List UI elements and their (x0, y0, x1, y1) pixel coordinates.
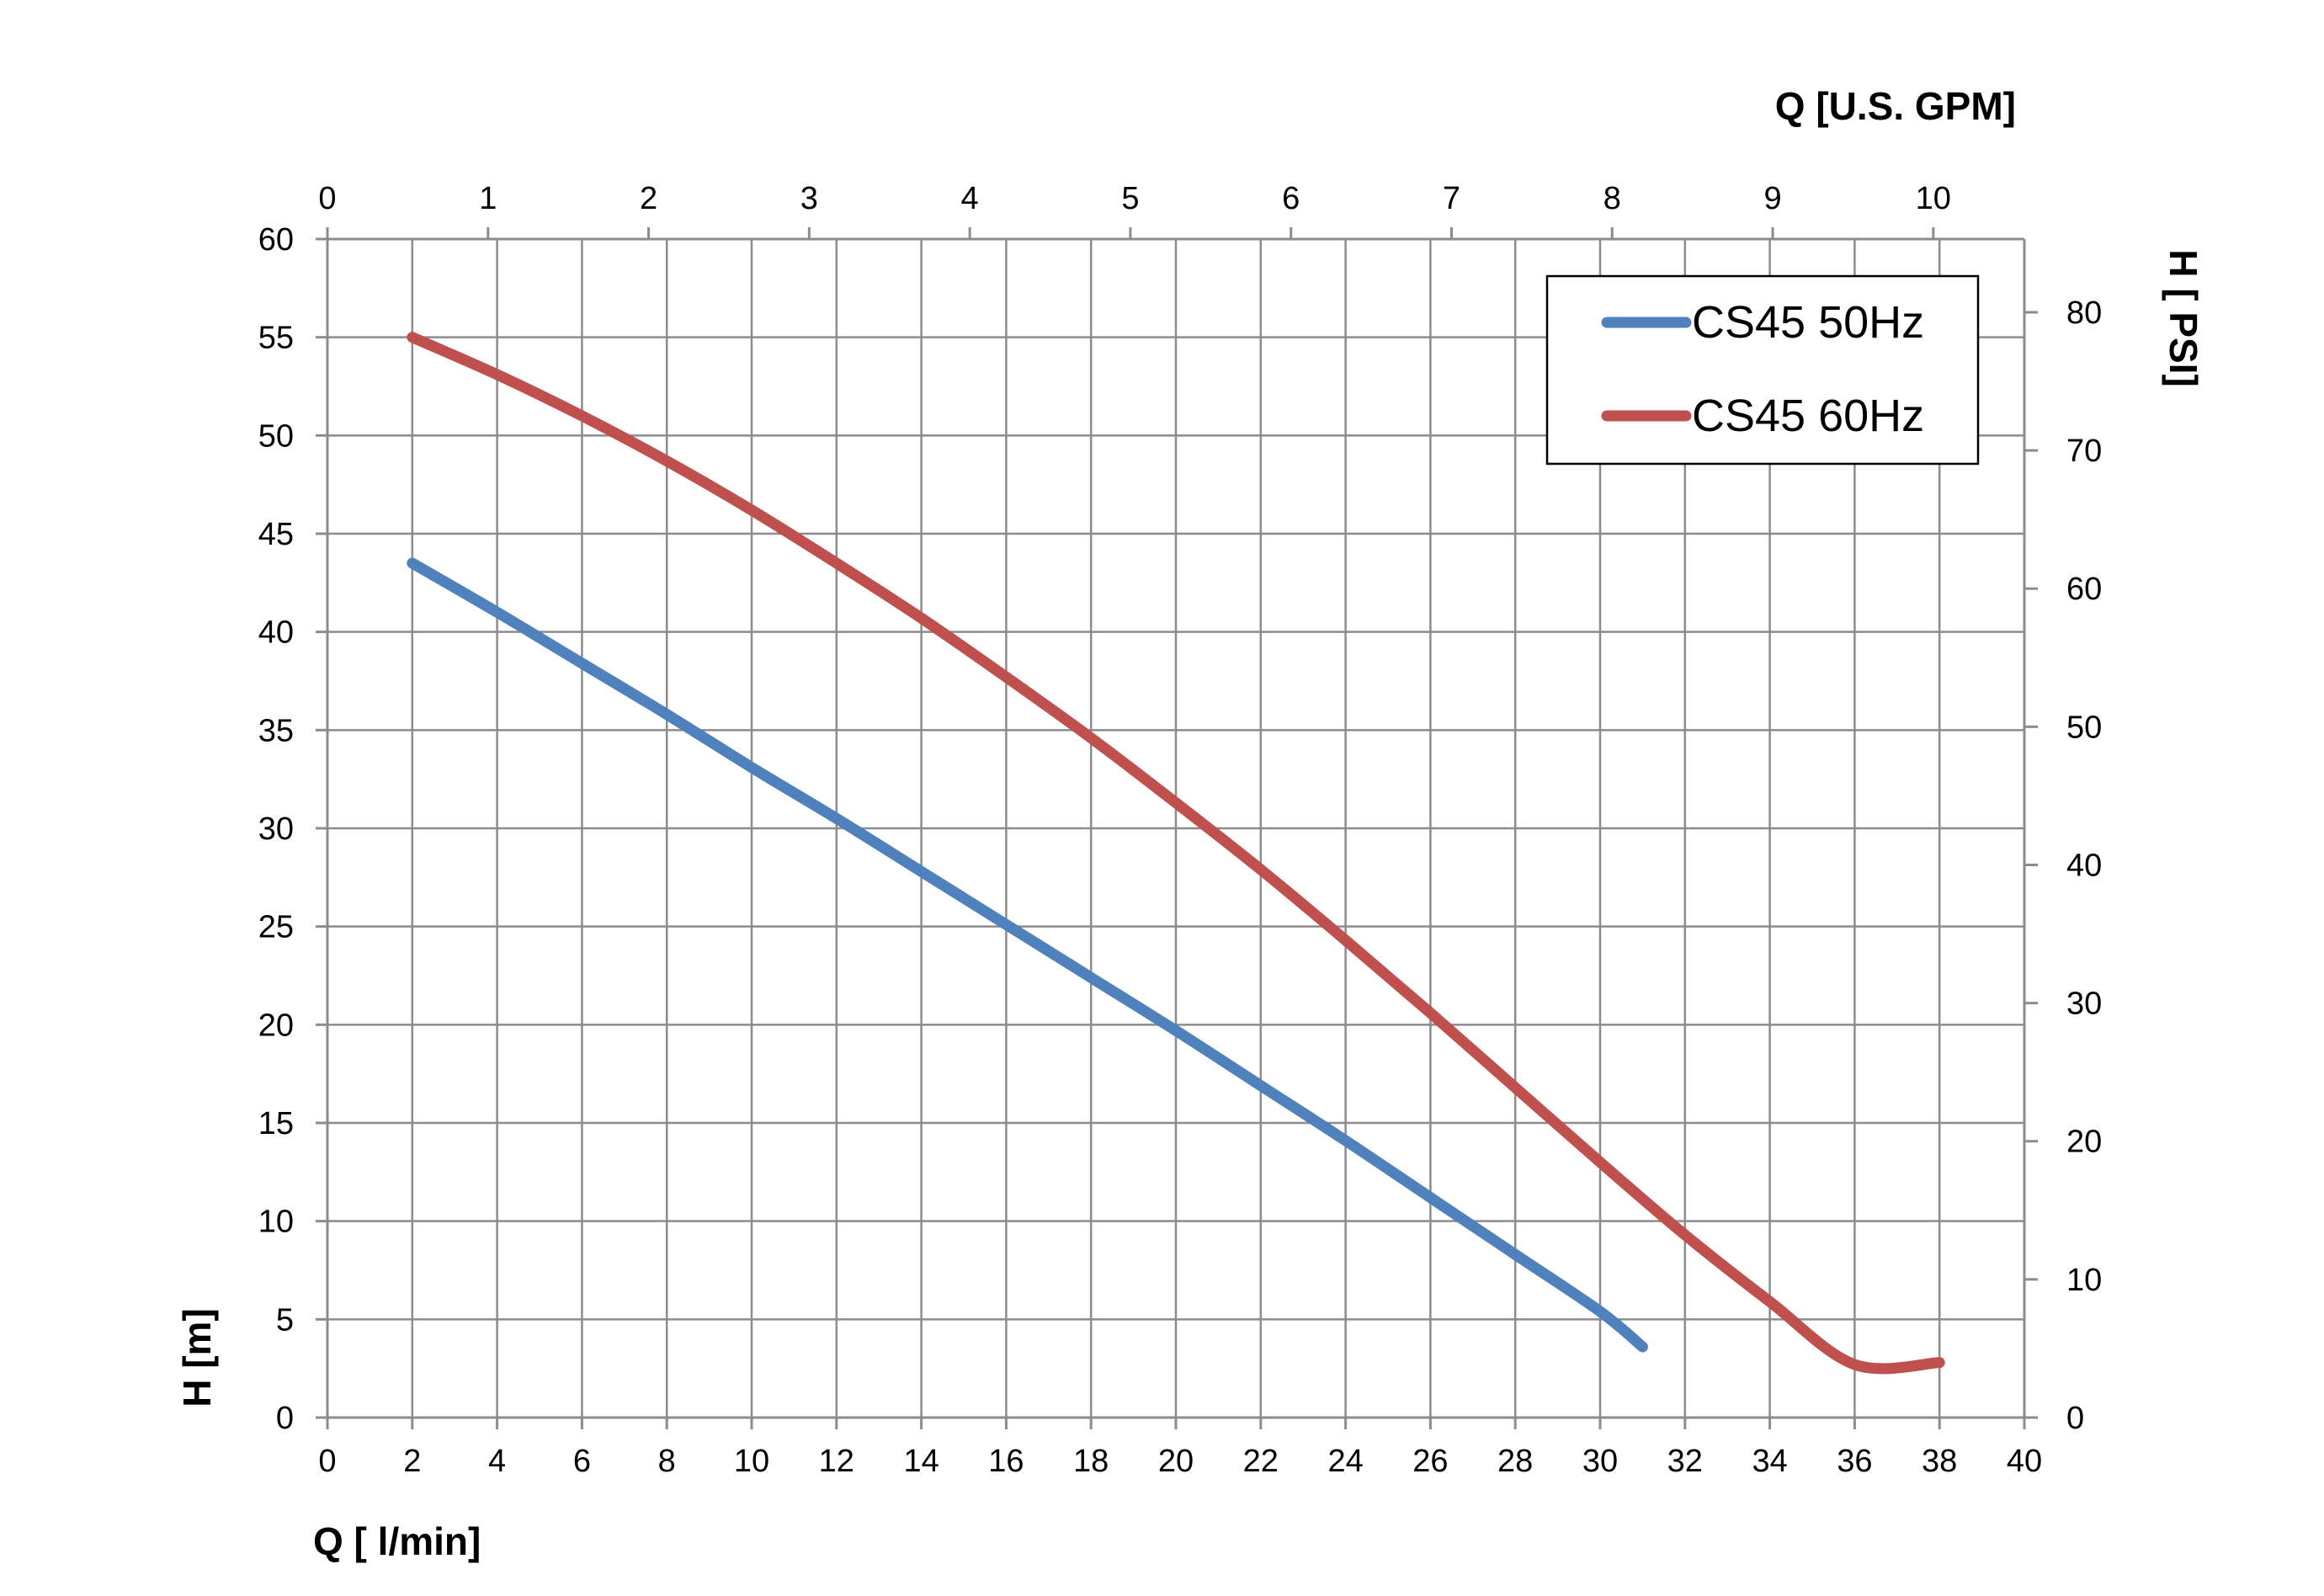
top-tick-label: 4 (961, 181, 979, 216)
left-tick-label: 5 (276, 1302, 294, 1338)
right-tick-label: 20 (2066, 1125, 2102, 1160)
top-tick-label: 9 (1763, 181, 1781, 216)
series-lines (407, 332, 1945, 1375)
axes (316, 237, 2026, 1429)
right-tick-label: 0 (2066, 1401, 2084, 1436)
right-tick-label: 70 (2066, 434, 2102, 469)
y-axis-title-right: H [ PSI] (2162, 249, 2205, 387)
x-axis-title-top: Q [U.S. GPM] (1775, 84, 2016, 128)
bottom-tick-label: 14 (903, 1444, 939, 1479)
top-tick-label: 3 (800, 181, 818, 216)
top-tick-label: 6 (1282, 181, 1300, 216)
right-tick-label: 50 (2066, 710, 2102, 745)
right-tick-label: 80 (2066, 295, 2102, 331)
top-tick-label: 2 (640, 181, 657, 216)
y-axis-title-left: H [m] (175, 1308, 219, 1407)
left-tick-label: 15 (258, 1106, 294, 1141)
legend-label-cs45-60hz: CS45 60Hz (1692, 391, 1924, 441)
right-tick-label: 40 (2066, 848, 2102, 883)
bottom-tick-label: 32 (1667, 1444, 1703, 1479)
top-tick-label: 7 (1443, 181, 1460, 216)
bottom-tick-label: 30 (1582, 1444, 1618, 1479)
series-line-cs45-50hz (407, 557, 1648, 1353)
left-tick-label: 50 (258, 418, 294, 454)
bottom-tick-label: 12 (819, 1444, 854, 1479)
series-line-cs45-60hz (407, 332, 1945, 1375)
bottom-tick-label: 24 (1327, 1444, 1363, 1479)
bottom-tick-label: 40 (2007, 1444, 2042, 1479)
top-tick-label: 0 (318, 181, 336, 216)
bottom-tick-label: 10 (734, 1444, 769, 1479)
bottom-tick-label: 16 (988, 1444, 1024, 1479)
left-axis-ticks: 0 5 10 15 20 25 30 35 40 45 50 55 60 (258, 222, 327, 1436)
left-tick-label: 60 (258, 222, 294, 258)
left-tick-label: 20 (258, 1008, 294, 1043)
bottom-tick-label: 0 (318, 1444, 336, 1479)
bottom-tick-label: 4 (488, 1444, 506, 1479)
left-tick-label: 45 (258, 517, 294, 552)
right-tick-label: 10 (2066, 1263, 2102, 1298)
right-tick-label: 30 (2066, 987, 2102, 1022)
bottom-tick-label: 28 (1497, 1444, 1533, 1479)
right-tick-label: 60 (2066, 572, 2102, 607)
top-tick-label: 8 (1603, 181, 1621, 216)
legend: CS45 50Hz CS45 60Hz (1545, 274, 1980, 466)
bottom-tick-label: 6 (573, 1444, 591, 1479)
right-axis-ticks: 0 10 20 30 40 50 60 70 80 (2024, 295, 2102, 1436)
grid (326, 237, 2026, 1419)
left-tick-label: 25 (258, 910, 294, 945)
left-tick-label: 55 (258, 321, 294, 356)
bottom-tick-label: 26 (1412, 1444, 1448, 1479)
bottom-tick-label: 18 (1073, 1444, 1109, 1479)
left-tick-label: 35 (258, 713, 294, 748)
bottom-tick-label: 8 (658, 1444, 676, 1479)
left-tick-label: 30 (258, 811, 294, 847)
bottom-tick-label: 38 (1922, 1444, 1957, 1479)
left-tick-label: 10 (258, 1205, 294, 1240)
left-tick-label: 0 (276, 1401, 294, 1436)
legend-box (1545, 274, 1980, 466)
bottom-tick-label: 2 (403, 1444, 421, 1479)
top-tick-label: 5 (1121, 181, 1139, 216)
bottom-tick-label: 34 (1752, 1444, 1787, 1479)
bottom-tick-label: 22 (1243, 1444, 1279, 1479)
top-tick-label: 1 (479, 181, 497, 216)
bottom-axis-ticks: 0 2 4 6 8 10 12 14 16 18 20 22 24 26 28 30 32 34 36 38 40 (318, 1418, 2042, 1479)
top-axis-ticks: 0 1 2 3 4 5 6 7 8 9 10 (318, 181, 1951, 239)
left-tick-label: 40 (258, 615, 294, 651)
bottom-tick-label: 20 (1158, 1444, 1194, 1479)
top-tick-label: 10 (1916, 181, 1951, 216)
x-axis-title-bottom: Q [ l/min] (313, 1519, 481, 1563)
legend-label-cs45-50hz: CS45 50Hz (1692, 297, 1924, 348)
bottom-tick-label: 36 (1837, 1444, 1872, 1479)
